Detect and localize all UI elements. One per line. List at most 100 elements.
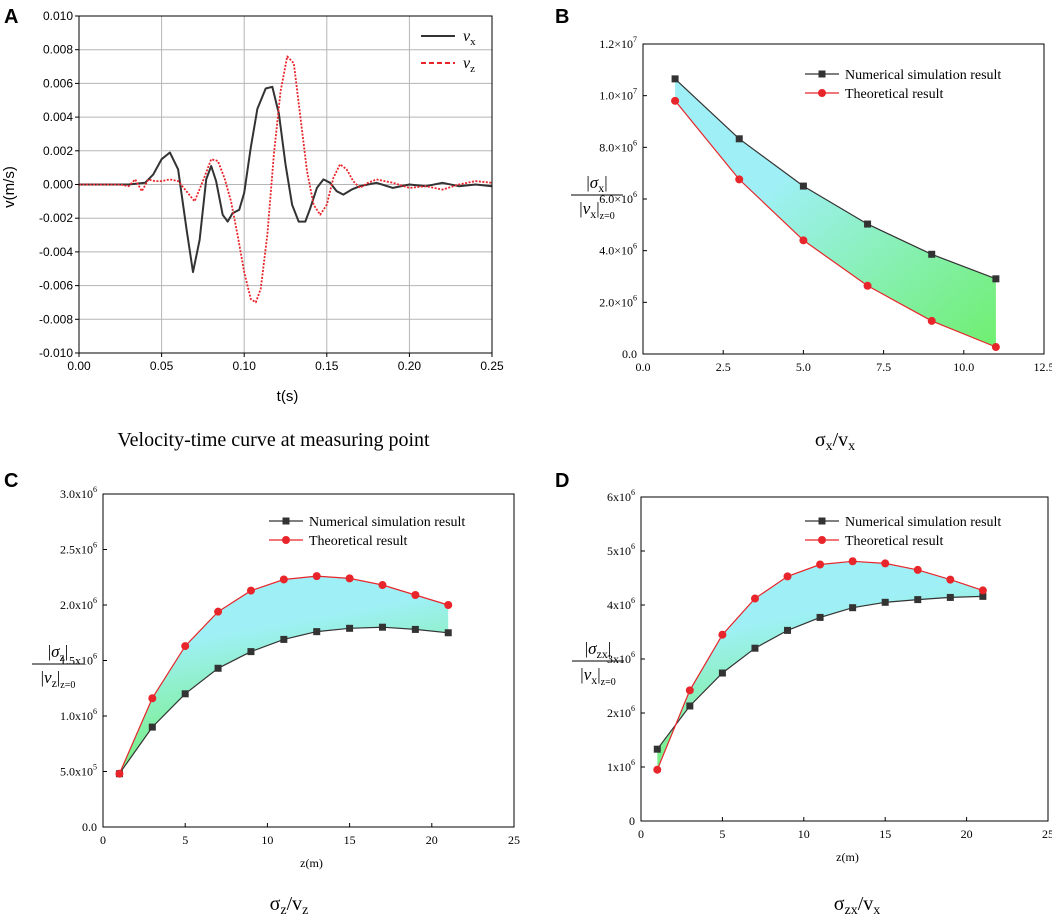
y-tick-label: 6.0×106: [599, 190, 637, 206]
legend-label-vz: vz: [463, 55, 475, 75]
y-axis-label: |σx| |vx|z=0: [571, 173, 623, 222]
data-point-circle: [848, 557, 857, 566]
data-point-square: [148, 723, 156, 731]
x-tick-label: 5: [182, 833, 188, 847]
y-tick-label: 5x106: [607, 542, 635, 558]
y-tick-label: 0.000: [43, 178, 73, 192]
x-axis-label: t(s): [277, 388, 299, 405]
data-point-circle: [927, 316, 936, 325]
y-tick-label: 0.004: [43, 110, 73, 124]
x-tick-label: 0.25: [480, 359, 504, 373]
data-point-square: [849, 604, 857, 612]
data-point-square: [799, 182, 807, 190]
y-tick-label: 2.0x106: [60, 596, 97, 612]
data-point-circle: [246, 586, 255, 595]
data-point-circle: [671, 96, 680, 105]
data-point-square: [411, 625, 419, 633]
data-point-circle: [978, 586, 987, 595]
y-tick-label: 1.0x106: [60, 707, 97, 723]
y-tick-label: -0.002: [39, 211, 73, 225]
x-axis-label: z(m): [836, 850, 859, 864]
x-tick-label: 5.0: [796, 360, 811, 374]
data-point-circle: [946, 575, 955, 584]
band-fill: [675, 78, 996, 348]
panel-a: A 0.00 0.05 0.10 0.15 0.20 0.25 0.010 0.008 0.006…: [1, 6, 504, 451]
data-point-circle: [148, 694, 157, 703]
legend-marker-circle: [818, 89, 826, 97]
series-line: [674, 100, 997, 348]
y-axis-label: |σz| |vz|z=0: [32, 642, 84, 691]
data-point-square: [914, 596, 922, 604]
x-tick-label: 10: [261, 833, 273, 847]
data-point-square: [751, 644, 759, 652]
series-line: [674, 78, 997, 280]
panel-label-c: C: [4, 470, 18, 492]
x-tick-label: 0.05: [150, 359, 174, 373]
panel-caption: Velocity-time curve at measuring point: [117, 429, 430, 451]
legend-label: Theoretical result: [309, 534, 407, 549]
y-tick-label: 0.010: [43, 9, 73, 23]
data-point-circle: [913, 565, 922, 574]
data-point-circle: [881, 559, 890, 568]
y-tick-label: 0.002: [43, 144, 73, 158]
x-tick-label: 10.0: [953, 360, 974, 374]
data-point-square: [864, 220, 872, 228]
data-point-square: [378, 623, 386, 631]
y-label-denominator: |vx|z=0: [580, 665, 615, 688]
series-line-vx: [79, 85, 493, 274]
x-axis-label: z(m): [300, 856, 323, 870]
data-point-circle: [685, 686, 694, 695]
legend-label: Numerical simulation result: [845, 515, 1001, 530]
x-tick-label: 0.10: [233, 359, 257, 373]
data-point-circle: [115, 769, 124, 778]
panel-caption: σx/vx: [815, 429, 855, 454]
y-axis-label: v(m/s): [1, 166, 18, 208]
panel-label-d: D: [555, 470, 569, 492]
data-point-circle: [345, 574, 354, 583]
x-tick-label: 0.20: [398, 359, 422, 373]
data-point-square: [653, 745, 661, 753]
y-tick-label: 0.006: [43, 76, 73, 90]
y-tick-label: 2x106: [607, 704, 635, 720]
series-line-vz: [79, 55, 493, 304]
data-point-circle: [312, 572, 321, 581]
legend-marker-square: [818, 70, 826, 78]
legend-label-vx: vx: [463, 28, 476, 48]
x-tick-label: 20: [961, 827, 973, 841]
x-tick-label: 2.5: [716, 360, 731, 374]
y-tick-label: -0.008: [39, 312, 73, 326]
y-label-numerator: |σzx|: [585, 639, 612, 661]
y-tick-label: 5.0x105: [60, 763, 97, 779]
x-tick-label: 20: [426, 833, 438, 847]
x-tick-label: 0.00: [67, 359, 91, 373]
x-tick-label: 5: [719, 827, 725, 841]
x-tick-label: 15: [344, 833, 356, 847]
y-tick-label: -0.006: [39, 279, 73, 293]
y-tick-label: 1.2×107: [599, 35, 637, 51]
data-point-circle: [411, 591, 420, 600]
data-point-square: [671, 75, 679, 83]
panel-c: C0 5 10 15 20 250.05.0x1051.0x1061.5x1062.0x1…: [4, 470, 520, 917]
y-tick-label: 4x106: [607, 596, 635, 612]
y-tick-label: 1.0×107: [599, 87, 637, 103]
panel-caption: σz/vz: [270, 893, 309, 917]
data-point-circle: [863, 281, 872, 290]
x-tick-label: 25: [508, 833, 520, 847]
x-tick-label: 7.5: [876, 360, 891, 374]
data-point-circle: [279, 575, 288, 584]
legend-marker-square: [818, 517, 826, 525]
data-point-square: [881, 598, 889, 606]
x-tick-label: 0.15: [315, 359, 339, 373]
y-tick-label: -0.010: [39, 346, 73, 360]
data-point-circle: [444, 601, 453, 609]
data-point-square: [992, 275, 1000, 283]
panel-d: D 0 5 10 15 20 25 0 1x106 2x106 3x106 4x106 5x106 6x1…: [555, 470, 1052, 917]
legend-marker-circle: [818, 536, 826, 544]
y-tick-label: 0: [629, 814, 635, 828]
data-point-square: [946, 593, 954, 601]
band-fill: [657, 561, 983, 770]
data-point-square: [816, 613, 824, 621]
x-tick-label: 0: [100, 833, 106, 847]
legend-label: Theoretical result: [845, 534, 943, 549]
